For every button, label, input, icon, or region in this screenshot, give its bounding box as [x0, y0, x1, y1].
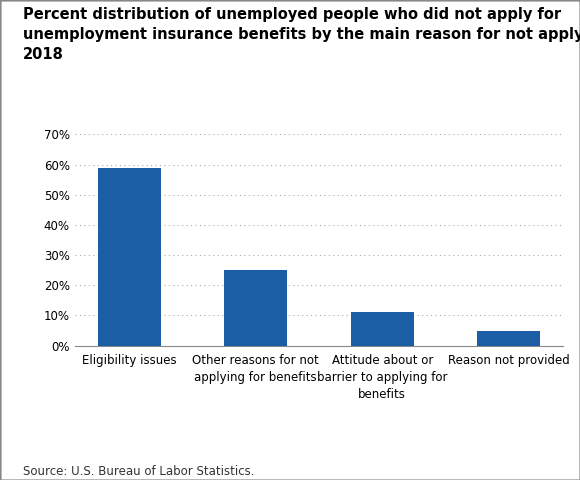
Text: Source: U.S. Bureau of Labor Statistics.: Source: U.S. Bureau of Labor Statistics.: [23, 465, 255, 478]
Bar: [224, 270, 287, 346]
Text: Percent distribution of unemployed people who did not apply for
unemployment ins: Percent distribution of unemployed peopl…: [23, 7, 580, 62]
Bar: [351, 312, 414, 346]
Bar: [477, 331, 541, 346]
Bar: [97, 168, 161, 346]
